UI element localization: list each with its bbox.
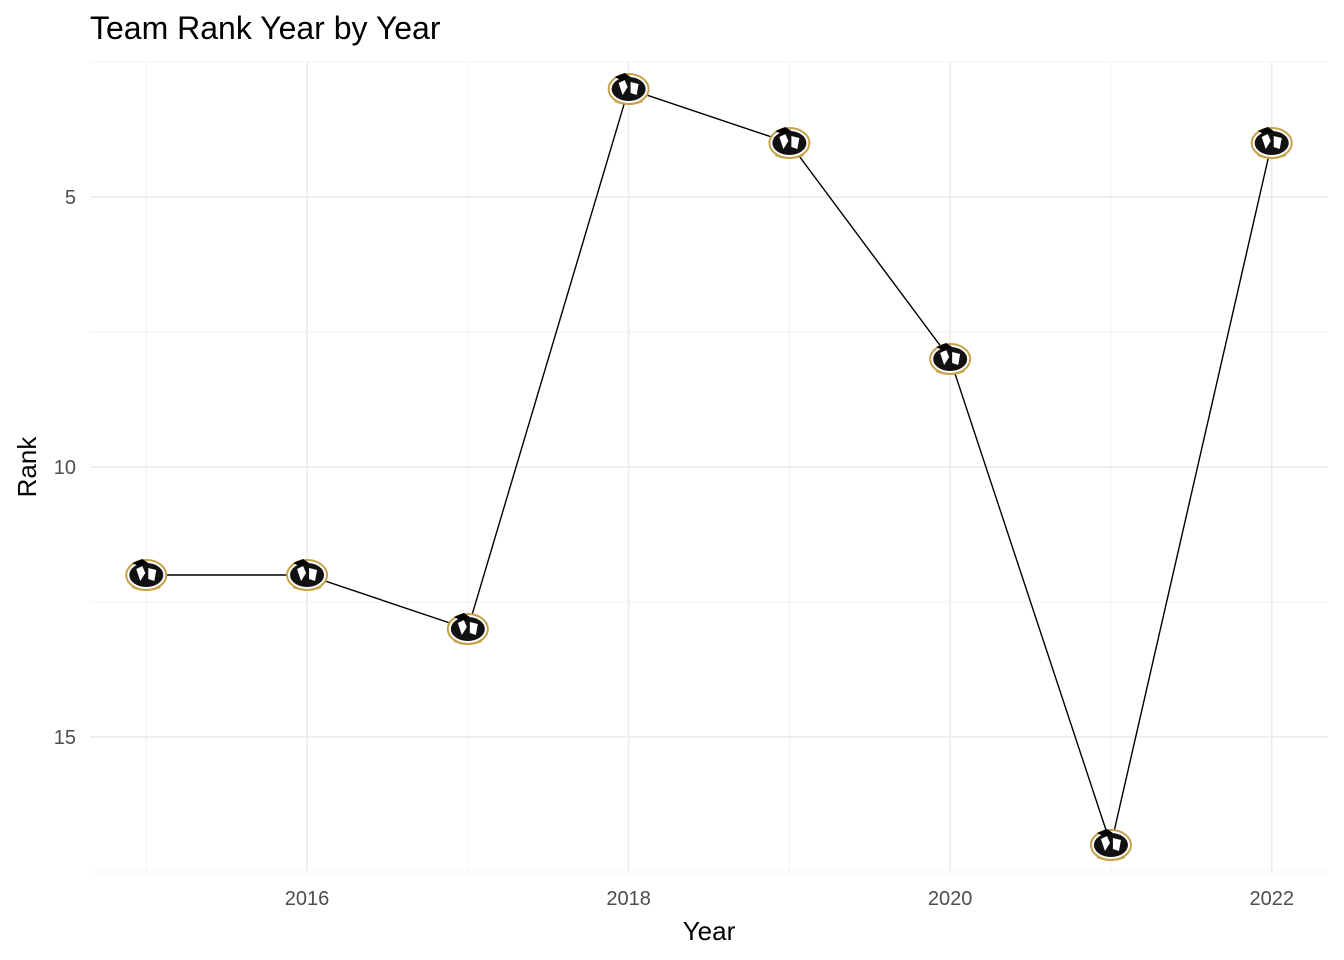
x-axis-title: Year — [683, 916, 736, 946]
x-tick-label: 2018 — [606, 888, 651, 910]
data-points — [125, 73, 1293, 861]
club-logo-icon — [1250, 127, 1293, 159]
y-tick-label: 10 — [54, 457, 76, 479]
club-logo-icon — [607, 73, 650, 105]
series-line — [146, 88, 1273, 848]
x-tick-label: 2016 — [285, 888, 330, 910]
gridlines — [90, 61, 1328, 873]
series-path — [146, 88, 1273, 848]
club-logo-icon — [768, 127, 811, 159]
x-tick-label: 2020 — [928, 888, 973, 910]
x-axis-ticks: 2016 2018 2020 2022 — [285, 888, 1294, 910]
club-logo-icon — [125, 559, 168, 591]
y-axis-ticks: 5 10 15 — [54, 187, 76, 749]
club-logo-icon — [446, 613, 489, 645]
chart-title: Team Rank Year by Year — [90, 10, 441, 46]
y-axis-title: Rank — [12, 436, 42, 498]
club-logo-icon — [929, 343, 972, 375]
club-logo-icon — [1089, 829, 1132, 861]
x-tick-label: 2022 — [1249, 888, 1294, 910]
y-tick-label: 15 — [54, 727, 76, 749]
y-tick-label: 5 — [65, 187, 76, 209]
club-logo-icon — [286, 559, 329, 591]
